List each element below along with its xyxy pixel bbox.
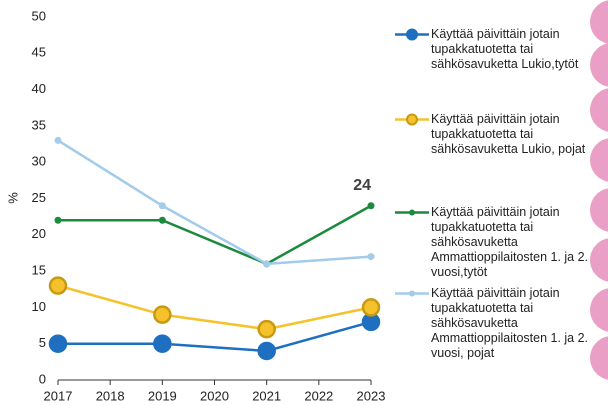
legend-marker xyxy=(395,286,431,302)
legend-label: Käyttää päivittäin jotain tupakkatuotett… xyxy=(431,27,600,72)
x-tick-label: 2018 xyxy=(96,388,125,403)
x-tick-label: 2017 xyxy=(44,388,73,403)
data-point xyxy=(154,336,170,352)
legend-marker xyxy=(395,205,431,221)
series-line xyxy=(58,286,371,330)
page: % 0 5 10 15 20 25 30 35 40 45 50 2017 2018 2019 2020 20… xyxy=(0,0,608,405)
legend-label: Käyttää päivittäin jotain tupakkatuotett… xyxy=(431,112,600,157)
data-point xyxy=(159,217,166,224)
y-tick-label: 45 xyxy=(32,45,46,60)
y-tick-label: 30 xyxy=(32,154,46,169)
x-tick-label: 2020 xyxy=(200,388,229,403)
legend-marker xyxy=(395,27,431,43)
y-tick-label: 35 xyxy=(32,117,46,132)
legend-item: Käyttää päivittäin jotain tupakkatuotett… xyxy=(395,205,600,280)
data-point xyxy=(55,217,62,224)
y-axis-label: % xyxy=(5,192,20,204)
data-point xyxy=(259,321,275,337)
legend-dot xyxy=(409,291,415,297)
data-point xyxy=(50,278,66,294)
legend-label: Käyttää päivittäin jotain tupakkatuotett… xyxy=(431,286,600,361)
y-tick-label: 5 xyxy=(39,335,46,350)
series-line xyxy=(58,140,371,263)
legend-label: Käyttää päivittäin jotain tupakkatuotett… xyxy=(431,205,600,280)
legend-item: Käyttää päivittäin jotain tupakkatuotett… xyxy=(395,27,600,72)
data-label: 24 xyxy=(353,177,371,194)
y-tick-label: 40 xyxy=(32,81,46,96)
legend-dot xyxy=(407,115,417,125)
x-tick-label: 2023 xyxy=(357,388,386,403)
y-tick-label: 50 xyxy=(32,8,46,23)
data-point xyxy=(259,343,275,359)
series-line xyxy=(58,322,371,351)
data-point xyxy=(368,202,375,209)
x-tick-label: 2021 xyxy=(252,388,281,403)
y-tick-label: 10 xyxy=(32,299,46,314)
data-point xyxy=(159,202,166,209)
data-point xyxy=(263,260,270,267)
x-tick-label: 2022 xyxy=(304,388,333,403)
data-point xyxy=(50,336,66,352)
data-point xyxy=(55,137,62,144)
data-point xyxy=(154,307,170,323)
y-tick-label: 0 xyxy=(39,371,46,386)
data-point xyxy=(363,299,379,315)
data-point xyxy=(368,253,375,260)
y-tick-label: 15 xyxy=(32,263,46,278)
legend-dot xyxy=(409,210,415,216)
legend-item: Käyttää päivittäin jotain tupakkatuotett… xyxy=(395,286,600,361)
legend-dot xyxy=(407,30,417,40)
y-tick-label: 25 xyxy=(32,190,46,205)
x-tick-label: 2019 xyxy=(148,388,177,403)
legend-item: Käyttää päivittäin jotain tupakkatuotett… xyxy=(395,112,600,157)
legend-marker xyxy=(395,112,431,128)
y-tick-label: 20 xyxy=(32,226,46,241)
